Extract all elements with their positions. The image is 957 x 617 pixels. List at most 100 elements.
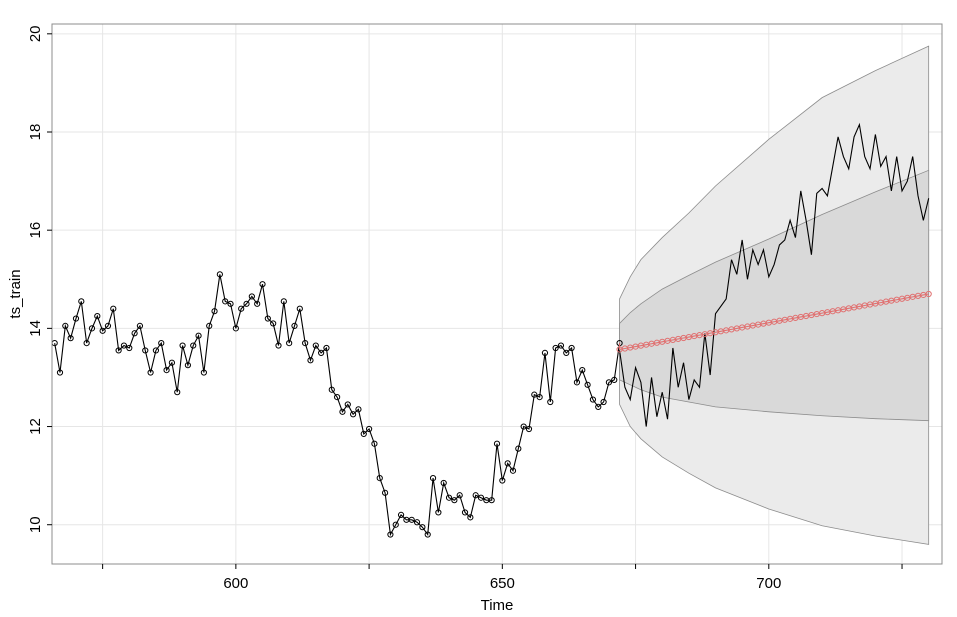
train-point — [307, 357, 314, 364]
train-point — [360, 430, 367, 438]
interval-80-band — [619, 169, 930, 422]
train-line — [54, 274, 621, 537]
train-point — [355, 406, 362, 413]
train-point — [67, 335, 74, 342]
train-point — [200, 369, 207, 376]
y-tick-label: 14 — [27, 320, 44, 337]
train-point — [115, 347, 122, 354]
train-point — [280, 298, 287, 305]
train-point — [381, 489, 389, 496]
train-point — [499, 477, 506, 484]
train-point — [595, 403, 602, 411]
train-point — [552, 344, 559, 352]
y-tick-label: 16 — [27, 222, 44, 239]
train-point — [488, 497, 495, 504]
plot-frame — [51, 23, 943, 565]
train-point — [515, 445, 522, 452]
train-point — [504, 460, 511, 467]
train-point — [509, 467, 517, 474]
train-point — [312, 342, 319, 349]
train-point — [413, 519, 421, 526]
y-tick-label: 12 — [27, 418, 44, 435]
train-point — [147, 369, 154, 376]
y-tick-label: 18 — [27, 124, 44, 141]
train-point — [435, 509, 442, 516]
train-point — [88, 325, 96, 332]
train-point — [99, 327, 106, 334]
x-tick-label: 650 — [490, 575, 515, 592]
train-point — [136, 322, 144, 330]
train-point — [254, 300, 261, 307]
test-line — [619, 122, 930, 427]
train-point — [563, 349, 570, 357]
train-point — [397, 511, 405, 519]
train-point — [110, 305, 117, 312]
train-point — [296, 305, 303, 312]
test-series — [619, 122, 930, 427]
train-point — [142, 347, 149, 354]
train-point — [179, 342, 186, 349]
train-point — [584, 381, 591, 388]
train-point — [408, 516, 415, 523]
train-point — [461, 509, 469, 516]
train-point — [211, 308, 218, 315]
train-point — [286, 339, 293, 347]
train-point — [387, 531, 394, 538]
train-point — [472, 492, 479, 499]
train-point — [72, 315, 80, 322]
train-point — [216, 271, 223, 278]
train-point — [600, 398, 607, 406]
train-point — [120, 342, 128, 349]
train-point — [445, 494, 453, 501]
train-point — [104, 322, 112, 330]
train-point — [56, 369, 64, 376]
train-point — [131, 330, 138, 337]
train-point — [493, 440, 501, 447]
train-point — [232, 325, 239, 332]
train-point — [520, 423, 527, 430]
train-point — [195, 332, 202, 339]
train-point — [419, 524, 426, 531]
train-point — [168, 359, 176, 366]
train-point — [339, 408, 346, 415]
train-point — [371, 440, 378, 447]
train-point — [477, 494, 485, 501]
train-point — [302, 339, 309, 347]
train-point — [83, 339, 90, 347]
train-point — [467, 514, 474, 521]
train-point — [158, 339, 165, 347]
train-point — [184, 362, 191, 369]
train-point — [206, 322, 213, 330]
forecast-series — [616, 290, 932, 353]
train-point — [568, 344, 575, 352]
train-point — [328, 386, 335, 393]
train-point — [248, 293, 255, 300]
x-tick-label: 700 — [756, 575, 781, 592]
axes: 600 650 700 10 12 14 16 18 20 — [27, 25, 903, 592]
train-point — [174, 389, 181, 396]
train-point — [451, 497, 458, 504]
train-point — [429, 474, 437, 482]
train-point — [222, 298, 229, 305]
train-point — [270, 320, 277, 327]
train-point — [323, 344, 330, 352]
y-tick-label: 10 — [27, 516, 44, 533]
train-point — [376, 474, 383, 482]
train-point — [557, 342, 565, 349]
train-point — [392, 521, 399, 528]
train-point — [605, 379, 613, 386]
y-axis-title: ts_train — [7, 269, 24, 318]
train-point — [579, 366, 586, 374]
train-point — [227, 300, 234, 307]
train-point — [264, 315, 271, 322]
train-point — [589, 396, 597, 403]
train-point — [424, 531, 431, 538]
train-point — [190, 342, 197, 349]
train-point — [163, 366, 170, 374]
train-point — [126, 344, 133, 352]
train-point — [541, 349, 549, 357]
train-point — [94, 312, 101, 320]
train-point — [62, 322, 69, 330]
train-point — [275, 342, 282, 349]
